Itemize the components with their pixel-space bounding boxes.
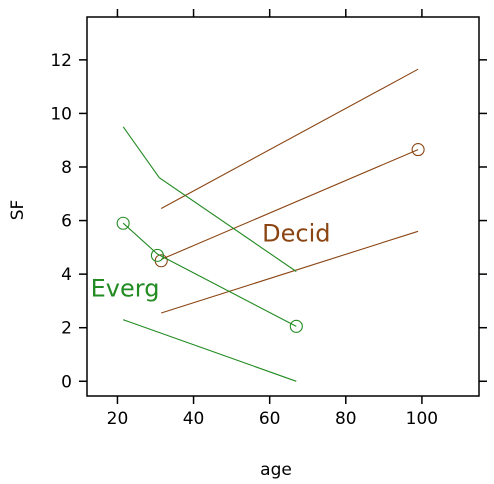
y-tick-label: 12 xyxy=(50,51,72,71)
data-point xyxy=(116,216,130,230)
series-line-upper xyxy=(160,68,419,209)
series-line-upper xyxy=(122,126,297,272)
y-tick-label: 0 xyxy=(61,372,72,392)
series-line-lower xyxy=(161,230,419,314)
data-point xyxy=(150,248,164,262)
y-tick-label: 4 xyxy=(61,265,72,285)
x-tick-label: 40 xyxy=(183,409,205,429)
y-tick-label: 6 xyxy=(61,212,72,232)
x-tick-label: 20 xyxy=(107,409,129,429)
y-tick-label: 8 xyxy=(61,158,72,178)
plot-frame xyxy=(86,16,480,397)
series-line-fit xyxy=(160,149,419,260)
x-tick-label: 100 xyxy=(406,409,438,429)
axis-ticks: 20 40 60 80 100 0 2 4 6 8 10 12 xyxy=(50,9,487,429)
x-tick-label: 80 xyxy=(335,409,357,429)
series-line-lower xyxy=(123,319,297,382)
data-point xyxy=(289,319,303,333)
series-line-fit xyxy=(122,222,297,327)
series-label: Decid xyxy=(262,220,330,248)
x-tick-label: 60 xyxy=(259,409,281,429)
x-axis-label: age xyxy=(260,460,292,480)
data-point xyxy=(411,143,425,157)
series-everg: Everg xyxy=(91,126,303,382)
y-tick-label: 10 xyxy=(50,104,72,124)
y-axis-label: SF xyxy=(8,200,28,221)
series-label: Everg xyxy=(91,275,160,303)
series-layer: Decid Everg xyxy=(91,68,425,382)
series-decid: Decid xyxy=(154,68,425,314)
y-tick-label: 2 xyxy=(61,319,72,339)
